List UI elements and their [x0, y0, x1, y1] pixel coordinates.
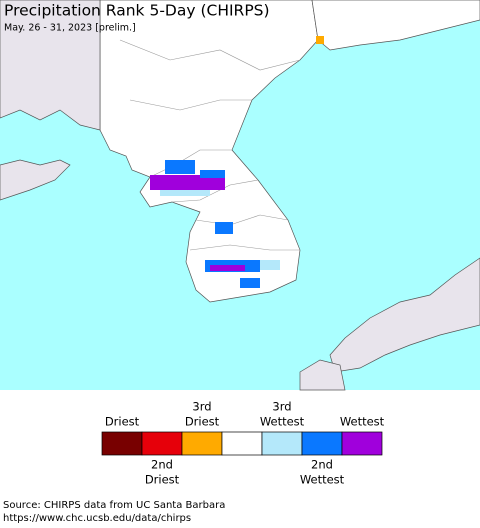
legend-swatch: [221, 431, 263, 456]
map: [0, 0, 480, 391]
land-kyushu: [299, 359, 346, 391]
legend-label: Driest: [105, 415, 140, 429]
wet-area: [260, 260, 280, 270]
wet-area: [215, 222, 233, 234]
legend-swatch: [261, 431, 303, 456]
wet-area: [200, 170, 225, 178]
legend-label: 2nd: [311, 458, 333, 472]
legend-label: 3rd: [192, 400, 211, 414]
title: Precipitation Rank 5-Day (CHIRPS): [4, 2, 270, 20]
wet-area: [210, 265, 245, 271]
source-line: https://www.chc.ucsb.edu/data/chirps: [3, 513, 191, 524]
legend-label: Wettest: [300, 473, 345, 487]
border: [119, 39, 301, 71]
source-line: Source: CHIRPS data from UC Santa Barbar…: [3, 500, 225, 511]
legend-label: 3rd: [272, 400, 291, 414]
legend-label: Driest: [185, 415, 220, 429]
legend-swatch: [341, 431, 383, 456]
legend-label: Driest: [145, 473, 180, 487]
legend-label: Wettest: [340, 415, 385, 429]
border: [171, 179, 259, 203]
precip-wet: [150, 36, 324, 288]
land-north: [99, 0, 319, 303]
footer: Source: CHIRPS data from UC Santa Barbar…: [3, 500, 225, 524]
border: [189, 244, 300, 251]
legend-swatch: [141, 431, 183, 456]
legend-swatch: [101, 431, 143, 456]
legend-label: Wettest: [260, 415, 305, 429]
land-china-west: [0, 0, 101, 131]
subtitle: May. 26 - 31, 2023 [prelim.]: [4, 23, 136, 34]
wet-area: [240, 278, 260, 288]
wet-area: [160, 190, 210, 196]
wet-area: [150, 175, 225, 190]
legend-swatch: [301, 431, 343, 456]
border: [195, 214, 289, 226]
legend-swatch: [181, 431, 223, 456]
dry-area: [316, 36, 324, 44]
border: [129, 99, 252, 111]
wet-area: [165, 160, 195, 174]
legend: Driest2ndDriest3rdDriest3rdWettest2ndWet…: [101, 400, 385, 487]
border: [149, 149, 232, 178]
legend-label: 2nd: [151, 458, 173, 472]
land-shandong: [0, 159, 71, 201]
